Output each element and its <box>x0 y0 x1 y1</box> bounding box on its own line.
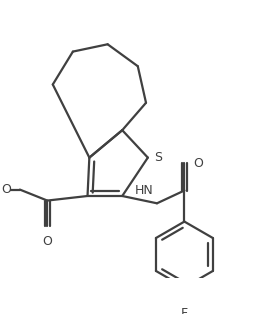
Text: O: O <box>42 235 52 248</box>
Text: F: F <box>181 307 188 314</box>
Text: O: O <box>1 183 11 196</box>
Text: S: S <box>154 151 162 164</box>
Text: HN: HN <box>135 184 153 197</box>
Text: O: O <box>193 157 204 170</box>
